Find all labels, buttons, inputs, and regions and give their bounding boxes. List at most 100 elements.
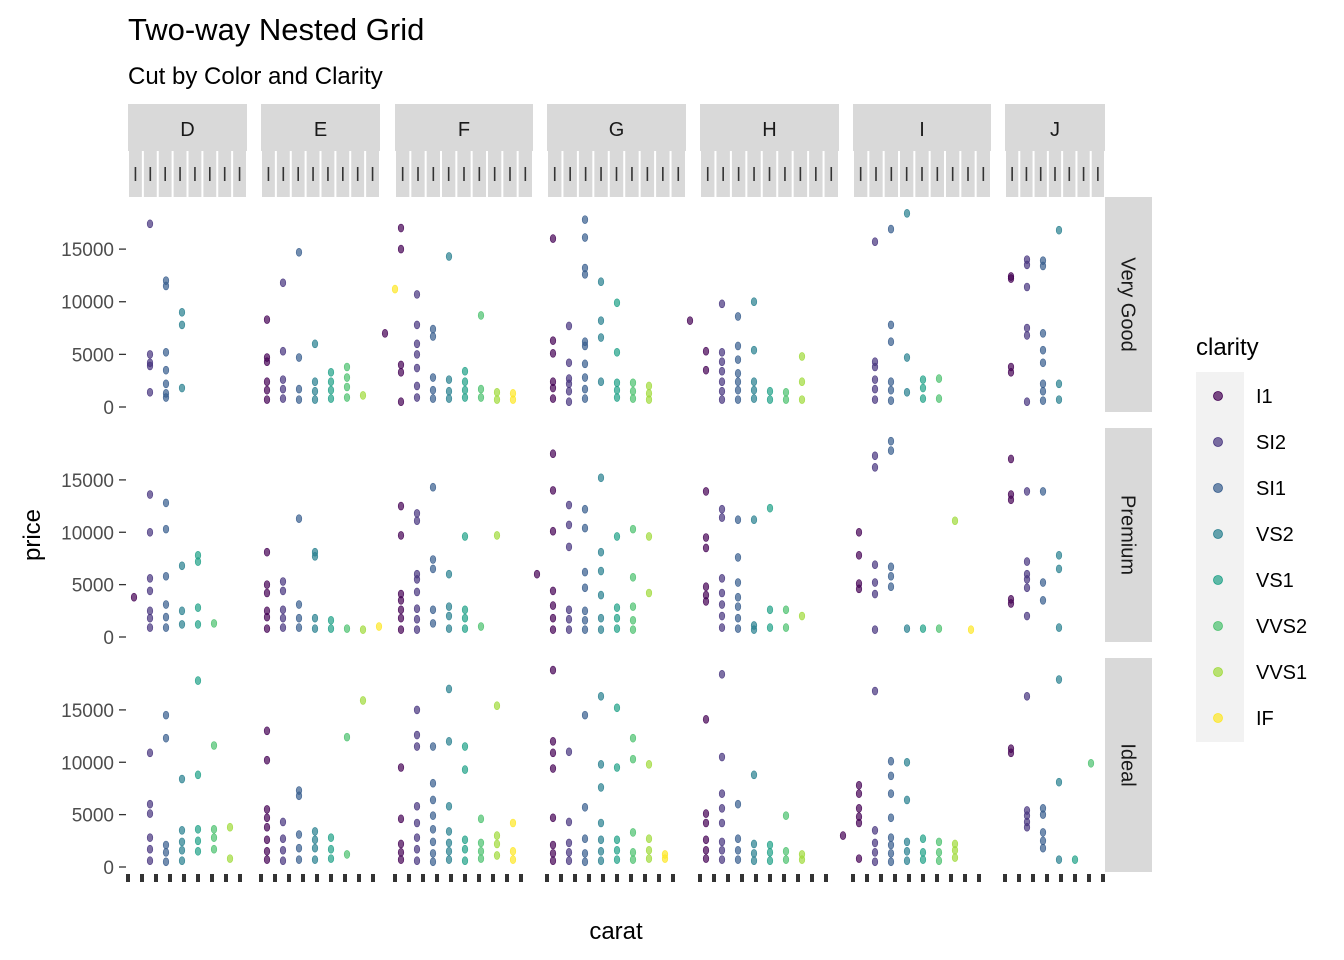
data-point [1087, 759, 1095, 768]
data-point [1055, 225, 1063, 235]
data-point [397, 360, 405, 370]
data-point [461, 393, 469, 402]
data-point [162, 347, 170, 357]
data-point [581, 394, 589, 403]
data-point [702, 854, 710, 863]
data-point [343, 373, 351, 382]
data-point [871, 463, 879, 472]
data-point [477, 854, 485, 863]
data-point [613, 613, 621, 623]
data-point [887, 771, 895, 781]
data-point [549, 349, 557, 358]
data-point [597, 783, 605, 792]
x-tick [712, 874, 716, 882]
y-tick-label: 10000 [61, 293, 114, 314]
data-point [613, 835, 621, 845]
legend-label: SI2 [1256, 432, 1286, 454]
column-strip-label: E [314, 119, 327, 141]
data-point [146, 856, 154, 866]
column-strip [700, 104, 839, 151]
data-point [311, 843, 319, 853]
data-point [613, 378, 621, 388]
data-point [903, 387, 911, 397]
data-point [146, 606, 154, 616]
data-point [903, 846, 911, 856]
data-point [413, 856, 421, 866]
legend-key [1213, 575, 1223, 585]
legend-label: I1 [1256, 386, 1273, 408]
data-point [919, 848, 927, 857]
column-strip [395, 104, 533, 151]
data-point [210, 844, 218, 854]
data-point [581, 373, 589, 382]
data-point [461, 742, 469, 751]
data-point [397, 848, 405, 857]
data-point [565, 500, 573, 510]
data-point [397, 397, 405, 407]
data-point [702, 845, 710, 855]
data-point [1023, 557, 1031, 566]
data-point [194, 846, 202, 856]
data-point [311, 547, 319, 557]
legend-key [1213, 437, 1223, 447]
x-tick [796, 874, 800, 882]
data-point [1039, 596, 1047, 605]
data-point [445, 801, 453, 811]
y-tick-label: 0 [103, 858, 114, 879]
data-point [581, 583, 589, 593]
data-point [718, 623, 726, 632]
data-point [887, 337, 895, 347]
data-point [887, 857, 895, 867]
legend-key [1213, 483, 1223, 493]
data-point [263, 813, 271, 823]
data-point [887, 385, 895, 395]
data-point [549, 586, 557, 596]
data-point [327, 385, 335, 395]
data-point [311, 613, 319, 623]
data-point [162, 571, 170, 581]
data-point [429, 837, 437, 847]
data-point [1055, 777, 1063, 787]
data-point [613, 298, 621, 308]
data-point [477, 838, 485, 848]
data-point [871, 826, 879, 835]
x-tick [782, 874, 786, 882]
data-point [798, 850, 806, 859]
data-point [597, 760, 605, 769]
data-point [1039, 329, 1047, 338]
data-point [263, 855, 271, 864]
data-point [798, 611, 806, 621]
data-point [871, 589, 879, 599]
data-point [734, 312, 742, 321]
data-point [718, 357, 726, 367]
data-point [871, 560, 879, 570]
x-tick [893, 874, 897, 882]
data-point [645, 588, 653, 598]
data-point [381, 329, 389, 338]
data-point [549, 394, 557, 403]
data-point [565, 817, 573, 827]
data-point [445, 252, 453, 261]
data-point [565, 838, 573, 848]
x-tick [865, 874, 869, 882]
data-point [429, 373, 437, 382]
data-point [839, 831, 847, 840]
data-point [461, 605, 469, 615]
data-point [581, 233, 589, 242]
chart-subtitle: Cut by Color and Clarity [128, 63, 383, 90]
data-point [549, 613, 557, 623]
x-tick [421, 874, 425, 882]
data-point [194, 836, 202, 846]
data-point [702, 818, 710, 828]
data-point [178, 307, 186, 317]
data-point [413, 516, 421, 526]
data-point [493, 831, 501, 840]
data-point [661, 850, 669, 859]
data-point [461, 835, 469, 845]
data-point [549, 849, 557, 858]
x-tick [740, 874, 744, 882]
data-point [311, 377, 319, 387]
y-tick-label: 5000 [72, 576, 114, 597]
x-tick [629, 874, 633, 882]
